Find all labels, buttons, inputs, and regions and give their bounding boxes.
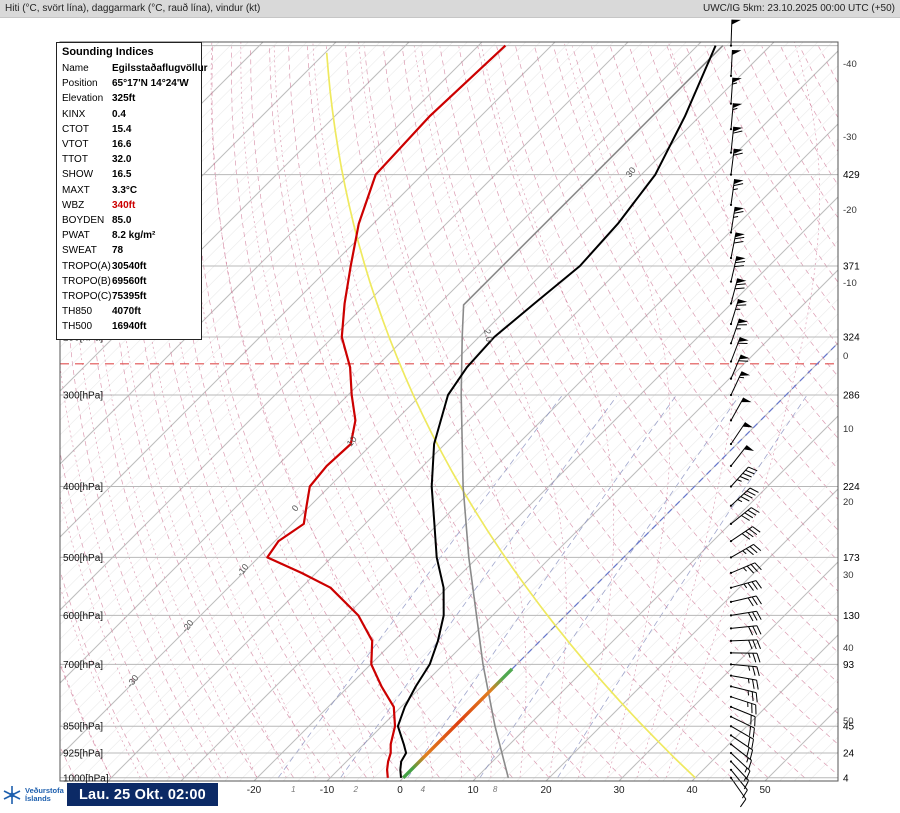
svg-text:4: 4 bbox=[843, 773, 849, 784]
svg-text:93: 93 bbox=[843, 660, 855, 671]
svg-text:40: 40 bbox=[686, 785, 698, 796]
logo-line2: Íslands bbox=[25, 795, 64, 803]
index-row-tropo-b: TROPO(B)69560ft bbox=[62, 274, 196, 289]
svg-text:0: 0 bbox=[843, 351, 848, 362]
svg-text:8: 8 bbox=[493, 785, 498, 794]
svg-text:286: 286 bbox=[843, 391, 860, 402]
svg-text:-20: -20 bbox=[843, 205, 857, 216]
svg-text:600[hPa]: 600[hPa] bbox=[63, 611, 103, 622]
svg-text:2.0: 2.0 bbox=[482, 328, 494, 342]
svg-text:2: 2 bbox=[353, 785, 359, 794]
svg-text:173: 173 bbox=[843, 553, 860, 564]
svg-text:-10: -10 bbox=[843, 278, 857, 289]
svg-text:40: 40 bbox=[843, 643, 854, 654]
svg-text:371: 371 bbox=[843, 262, 860, 273]
svg-text:429: 429 bbox=[843, 170, 860, 181]
svg-text:-10: -10 bbox=[320, 785, 335, 796]
svg-text:-40: -40 bbox=[843, 59, 857, 70]
svg-text:224: 224 bbox=[843, 482, 860, 493]
svg-text:-30: -30 bbox=[125, 673, 141, 689]
svg-text:20: 20 bbox=[843, 497, 854, 508]
svg-text:-30: -30 bbox=[843, 132, 857, 143]
svg-text:30: 30 bbox=[624, 165, 638, 179]
svg-text:4: 4 bbox=[421, 785, 426, 794]
svg-text:-20: -20 bbox=[247, 785, 262, 796]
wind-barbs bbox=[730, 20, 762, 807]
svg-text:30: 30 bbox=[613, 785, 625, 796]
svg-text:324: 324 bbox=[843, 333, 860, 344]
svg-text:20: 20 bbox=[540, 785, 552, 796]
svg-text:850[hPa]: 850[hPa] bbox=[63, 722, 103, 733]
svg-text:30: 30 bbox=[843, 570, 854, 581]
zero-isotherm-highlight bbox=[403, 669, 512, 778]
svg-text:50: 50 bbox=[843, 716, 854, 727]
svg-text:10: 10 bbox=[345, 434, 359, 448]
index-row-tropo-a: TROPO(A)30540ft bbox=[62, 259, 196, 274]
svg-text:10: 10 bbox=[843, 424, 854, 435]
index-row-tropo-c: TROPO(C)75395ft bbox=[62, 289, 196, 304]
svg-text:10: 10 bbox=[467, 785, 479, 796]
svg-text:0: 0 bbox=[290, 503, 301, 513]
met-office-logo: Veðurstofa Íslands bbox=[2, 782, 64, 808]
svg-text:0: 0 bbox=[397, 785, 403, 796]
indices-title: Sounding Indices bbox=[62, 46, 196, 58]
svg-text:500[hPa]: 500[hPa] bbox=[63, 553, 103, 564]
svg-text:24: 24 bbox=[843, 749, 855, 760]
svg-text:130: 130 bbox=[843, 611, 860, 622]
svg-text:-20: -20 bbox=[180, 618, 196, 634]
svg-text:50: 50 bbox=[759, 785, 771, 796]
vedurstofa-logo-icon bbox=[2, 784, 22, 806]
svg-text:1: 1 bbox=[291, 785, 295, 794]
svg-text:400[hPa]: 400[hPa] bbox=[63, 482, 103, 493]
valid-time-badge[interactable]: Lau. 25 Okt. 02:00 bbox=[67, 783, 218, 806]
svg-text:700[hPa]: 700[hPa] bbox=[63, 660, 103, 671]
dewpoint-line bbox=[267, 46, 505, 778]
svg-text:300[hPa]: 300[hPa] bbox=[63, 391, 103, 402]
svg-text:925[hPa]: 925[hPa] bbox=[63, 749, 103, 760]
